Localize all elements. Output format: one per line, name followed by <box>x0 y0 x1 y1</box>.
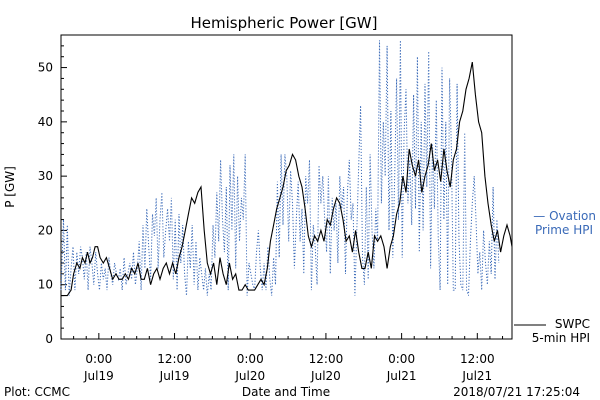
y-tick-label: 0 <box>45 332 53 346</box>
legend-ovation: — Ovation Prime HPI <box>533 209 596 237</box>
chart-title: Hemispheric Power [GW] <box>191 14 378 32</box>
y-tick-label: 20 <box>38 223 53 237</box>
legend-ovation-line1: — Ovation <box>533 209 596 223</box>
x-tick-date: Jul19 <box>83 369 114 383</box>
x-axis: 0:00 Jul19 12:00 Jul19 0:00 Jul20 12:00 Jul20 0:… <box>73 333 504 383</box>
ovation-prime-series <box>60 40 500 296</box>
x-tick-date: Jul21 <box>461 369 492 383</box>
x-tick-time: 0:00 <box>237 352 264 366</box>
footer-plot-source: Plot: CCMC <box>4 385 70 399</box>
x-tick-time: 0:00 <box>388 352 415 366</box>
legend-ovation-line2: Prime HPI <box>535 223 593 237</box>
x-axis-label: Date and Time <box>242 385 330 399</box>
y-tick-label: 50 <box>38 61 53 75</box>
x-tick-time: 12:00 <box>460 352 495 366</box>
y-tick-label: 30 <box>38 169 53 183</box>
y-tick-label: 40 <box>38 115 53 129</box>
x-tick-time: 12:00 <box>309 352 344 366</box>
x-tick-time: 12:00 <box>157 352 192 366</box>
x-tick-date: Jul20 <box>234 369 265 383</box>
plot-frame <box>60 34 513 340</box>
swpc-hpi-series <box>61 61 513 297</box>
legend-swpc: SWPC 5-min HPI <box>514 317 590 345</box>
x-tick-date: Jul21 <box>386 369 417 383</box>
y-tick-label: 10 <box>38 278 53 292</box>
y-axis: 0 10 20 30 40 50 <box>38 45 67 346</box>
x-tick-date: Jul19 <box>159 369 190 383</box>
legend-swpc-line2: 5-min HPI <box>532 331 590 345</box>
x-tick-time: 0:00 <box>85 352 112 366</box>
x-tick-date: Jul20 <box>310 369 341 383</box>
y-axis-label: P [GW] <box>3 166 17 208</box>
footer-timestamp: 2018/07/21 17:25:04 <box>453 385 580 399</box>
legend-swpc-line1: SWPC <box>555 317 590 331</box>
series-layer <box>60 40 513 297</box>
